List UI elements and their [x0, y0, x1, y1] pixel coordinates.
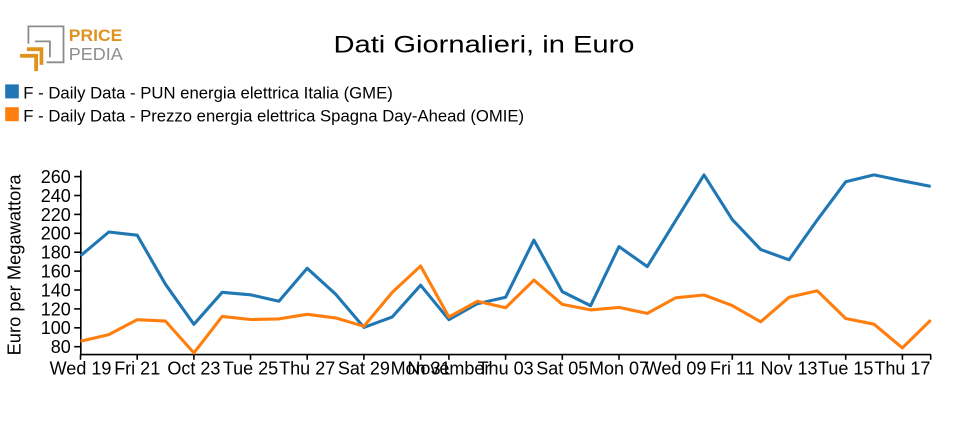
svg-text:PRICE: PRICE — [69, 26, 123, 45]
svg-text:Thu 17: Thu 17 — [874, 359, 930, 379]
svg-text:260: 260 — [41, 167, 71, 187]
svg-text:Wed 19: Wed 19 — [50, 359, 112, 379]
svg-text:Mon 31: Mon 31 — [391, 359, 451, 379]
svg-text:220: 220 — [41, 205, 71, 225]
svg-text:PEDIA: PEDIA — [69, 44, 123, 64]
svg-text:Nov 13: Nov 13 — [760, 359, 817, 379]
svg-text:Euro per Megawattora: Euro per Megawattora — [5, 173, 25, 355]
svg-text:240: 240 — [41, 186, 71, 206]
svg-text:Thu 27: Thu 27 — [279, 359, 335, 379]
svg-text:Wed 09: Wed 09 — [645, 359, 707, 379]
svg-text:Mon 07: Mon 07 — [589, 359, 649, 379]
svg-text:Sat 05: Sat 05 — [536, 359, 588, 379]
svg-text:Dati Giornalieri, in Euro: Dati Giornalieri, in Euro — [334, 32, 635, 59]
svg-text:November: November — [407, 359, 490, 379]
svg-text:Fri 11: Fri 11 — [710, 359, 755, 379]
svg-text:F - Daily Data - Prezzo energi: F - Daily Data - Prezzo energia elettric… — [23, 106, 524, 125]
svg-text:80: 80 — [51, 337, 71, 357]
svg-text:F - Daily Data - PUN energia e: F - Daily Data - PUN energia elettrica I… — [23, 83, 393, 102]
svg-text:180: 180 — [41, 243, 71, 263]
svg-text:Tue 15: Tue 15 — [818, 359, 873, 379]
svg-text:Oct 23: Oct 23 — [167, 359, 220, 379]
svg-text:Thu 03: Thu 03 — [478, 359, 534, 379]
svg-text:140: 140 — [41, 280, 71, 300]
svg-text:Tue 25: Tue 25 — [223, 359, 278, 379]
svg-text:100: 100 — [41, 318, 71, 338]
svg-text:200: 200 — [41, 224, 71, 244]
svg-text:Sat 29: Sat 29 — [338, 359, 390, 379]
svg-text:160: 160 — [41, 262, 71, 282]
svg-text:Fri 21: Fri 21 — [114, 359, 160, 379]
svg-text:120: 120 — [41, 299, 71, 319]
